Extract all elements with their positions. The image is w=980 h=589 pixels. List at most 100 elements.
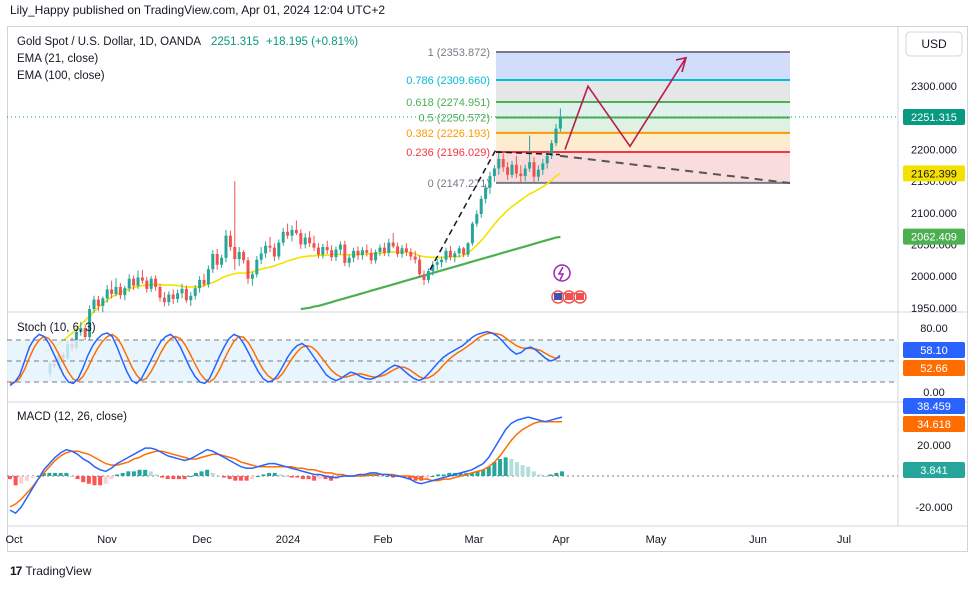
candle-body [250,274,254,279]
x-axis-label: Mar [465,534,484,546]
macd-histogram-bar [210,472,215,476]
macd-histogram-bar [120,472,125,476]
candle-body [127,278,131,289]
macd-histogram-bar [131,471,136,476]
fib-zone-4 [496,132,790,153]
macd-histogram-bar [115,474,120,476]
macd-histogram-bar [520,465,525,476]
candle-body [510,164,514,175]
candle-body [118,286,122,296]
lightning-event-icon[interactable] [553,264,571,282]
candle-body [391,242,395,247]
candle-body [316,247,320,255]
candle-body [79,328,83,332]
macd-histogram-bar [75,476,80,480]
macd-histogram-bar [98,476,103,486]
stoch-legend[interactable]: Stoch (10, 6, 3) [17,322,96,334]
candle-body [462,248,466,255]
macd-badge-bg [903,416,965,432]
candle-body [541,163,545,170]
dashed-trend-up[interactable] [429,149,497,271]
candle-body [224,235,228,258]
macd-histogram-bar [267,472,272,476]
price-badge-value: 2162.399 [911,168,957,180]
footer: 17 TradingView [10,564,91,578]
candle-body [202,279,206,285]
macd-histogram-bar [514,462,519,476]
candle-body [356,250,360,256]
macd-badge-bg [903,398,965,414]
currency-button[interactable]: USD [905,31,963,57]
candle-body [228,235,232,248]
macd-histogram-bar [143,469,148,476]
dashed-trend-down[interactable] [559,154,791,185]
candle-body [246,260,250,279]
macd-histogram-bar [436,474,441,476]
tradingview-logo-icon: 17 [10,564,22,578]
macd-histogram-bar [481,469,486,476]
fib-zone-0 [496,52,790,81]
candle-body [343,244,347,263]
macd-histogram-bar [374,474,379,476]
footer-brand: TradingView [25,564,92,578]
candle-body [180,288,184,294]
candle-body [523,168,527,177]
macd-histogram-bar [86,476,91,484]
macd-histogram-bar [289,476,294,478]
macd-histogram-bar [317,476,322,480]
candle-body [158,286,162,298]
projection-drawing[interactable] [429,56,791,271]
macd-histogram-bar [537,474,542,476]
candle-body [96,299,100,306]
macd-histogram-bar [492,462,497,476]
macd-histogram-bar [548,474,553,476]
macd-histogram-bar [233,476,238,481]
candle-body [136,277,140,286]
macd-histogram-bar [165,476,170,480]
macd-histogram-bar [278,474,283,476]
candle-body [220,257,224,265]
y-axis-label: 2300.000 [911,81,957,93]
price-badges: 2251.315 2162.399 2062.409 [903,109,965,245]
chart-frame [7,26,968,552]
candle-body [272,247,276,257]
candle-body [206,269,210,285]
candle-body [453,253,457,258]
macd-histogram-bar [222,476,227,478]
macd-histogram-bar [486,466,491,476]
candle-body [308,237,312,244]
stoch-d-line [9,332,561,385]
candle-body [369,252,373,261]
candle-body [404,248,408,253]
macd-histogram-bar [193,472,198,476]
candle-body [132,278,136,286]
price-badge-value: 2062.409 [911,232,957,244]
macd-legend[interactable]: MACD (12, 26, close) [17,411,127,423]
macd-histogram-bar [458,472,463,476]
candle-body [290,229,294,236]
dashed-trend-flat[interactable] [495,151,561,156]
stoch-badge-value: 58.10 [920,345,948,357]
candle-body [431,264,435,272]
candle-body [374,252,378,261]
candle-body [444,250,448,260]
macd-histogram-bar [244,476,249,481]
candle-body [215,254,219,265]
candle-body [400,248,404,254]
candle-body [413,256,417,260]
candle-body [479,198,483,215]
candle-body [123,288,127,296]
fib-level-label-2: 0.618 (2274.951) [406,97,490,109]
macd-histogram-bar [182,476,187,480]
fibonacci-retracement[interactable]: 1 (2353.872) 0.786 (2309.660) 0.618 (2274.… [406,47,790,190]
candle-body [83,328,87,337]
x-axis-label: Jun [749,534,767,546]
main-legend[interactable]: Gold Spot / U.S. Dollar, 1D, OANDA 2251.… [17,36,358,82]
candle-body [88,309,92,337]
macd-histogram-bar [148,471,153,476]
macd-histogram-bar [41,472,46,476]
candle-body [497,159,501,169]
economic-events-flags-icon[interactable] [551,290,587,304]
projection-path[interactable] [564,57,687,150]
